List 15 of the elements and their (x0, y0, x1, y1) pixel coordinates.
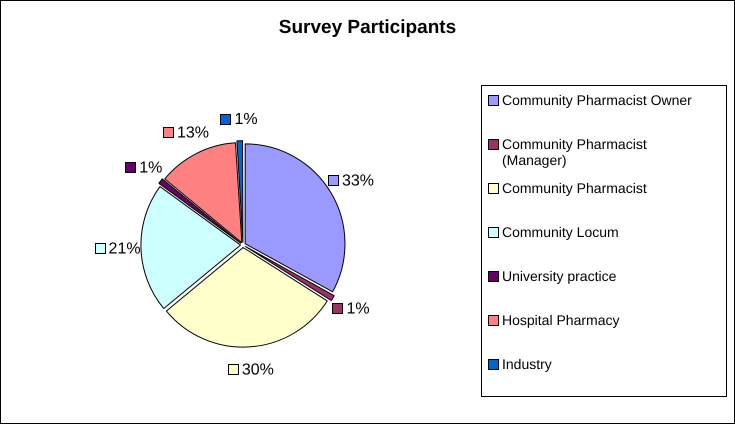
legend-label: University practice (502, 268, 616, 284)
data-label: 1% (346, 300, 370, 318)
legend-label: Industry (502, 356, 552, 372)
data-label: 1% (139, 159, 162, 176)
chart-title: Survey Participants (278, 17, 458, 39)
legend-label: Community Pharmacist (502, 180, 647, 196)
data-label: 13% (177, 124, 210, 142)
legend-label: Community Pharmacist Owner (502, 92, 692, 108)
data-label: 1% (234, 110, 258, 128)
legend-label: Community Locum (502, 224, 619, 240)
data-label: 30% (242, 362, 274, 379)
data-label: 21% (108, 240, 141, 258)
data-label: 33% (342, 172, 374, 190)
legend-label: Hospital Pharmacy (502, 312, 620, 328)
legend-label: Community Pharmacist (Manager) (502, 136, 648, 168)
